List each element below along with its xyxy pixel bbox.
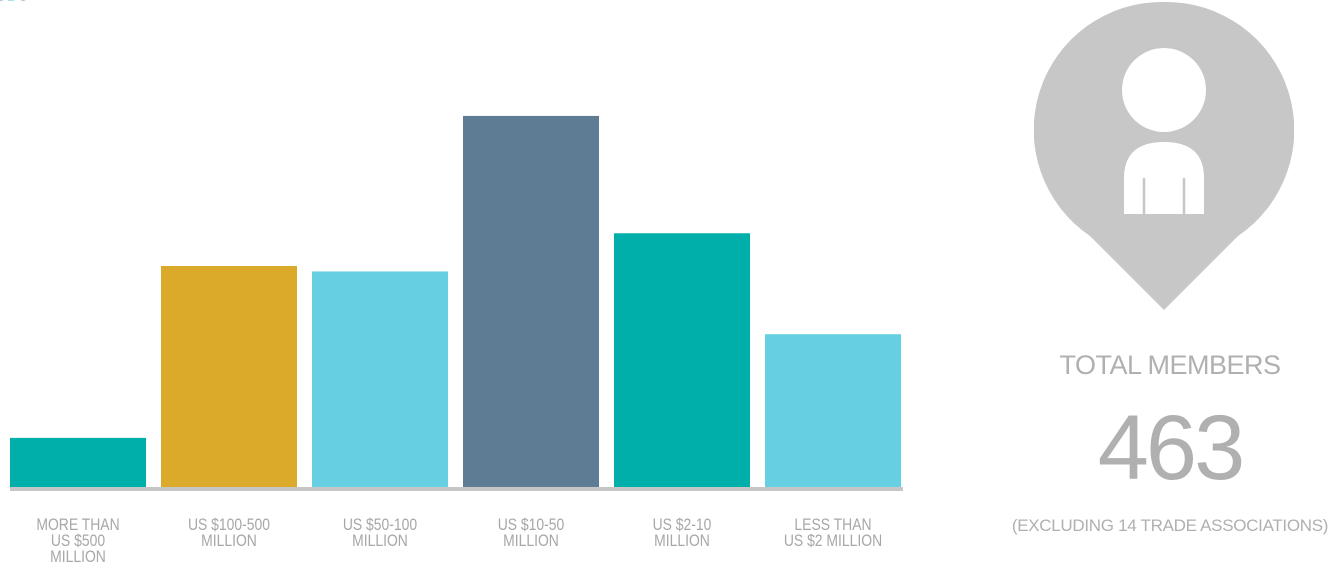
total-members-value: 463	[1097, 397, 1246, 499]
members-summary: TOTAL MEMBERS 463 (EXCLUDING 14 TRADE AS…	[1010, 0, 1330, 584]
person-body	[1124, 142, 1204, 214]
bar-value-label: 18	[0, 0, 22, 13]
category-label-line: MORE THAN	[36, 516, 119, 535]
category-label: US $50-100 MILLION	[343, 516, 418, 551]
bar-value-label: 136	[0, 0, 34, 13]
category-label-line: LESS THAN	[794, 516, 871, 535]
category-label-line: MILLION	[654, 532, 710, 551]
bar-value-label: 93	[0, 0, 22, 13]
bar	[765, 334, 901, 487]
category-label-line: US $100-500	[188, 516, 270, 535]
value-labels-group: 1881791369356	[0, 0, 34, 13]
category-label-line: MILLION	[201, 532, 257, 551]
category-label: MORE THAN US $500 MILLION	[36, 516, 119, 567]
bar	[463, 115, 599, 487]
bar	[161, 265, 297, 487]
bar	[614, 233, 750, 487]
category-label-line: US $500	[51, 532, 106, 551]
person-head	[1122, 48, 1206, 132]
category-label-line: US $50-100	[343, 516, 418, 535]
category-label: LESS THAN US $2 MILLION	[784, 516, 882, 551]
bar	[10, 437, 146, 487]
category-label-line: MILLION	[352, 532, 408, 551]
category-label-line: MILLION	[503, 532, 559, 551]
member-pin-icon	[1034, 1, 1294, 310]
bar-value-label: 81	[0, 0, 22, 13]
category-label-line: MILLION	[50, 548, 106, 567]
category-label: US $2-10 MILLION	[653, 516, 712, 551]
category-label-line: US $10-50	[498, 516, 565, 535]
total-members-note: (EXCLUDING 14 TRADE ASSOCIATIONS)	[1011, 516, 1329, 535]
bars-group	[10, 115, 901, 487]
bar-value-label: 79	[0, 0, 22, 13]
category-label: US $100-500 MILLION	[188, 516, 270, 551]
category-label: US $10-50 MILLION	[498, 516, 565, 551]
total-members-label: TOTAL MEMBERS	[1059, 350, 1281, 380]
bar	[312, 271, 448, 487]
category-label-line: US $2 MILLION	[784, 532, 882, 551]
category-label-line: US $2-10	[653, 516, 712, 535]
bar-value-label: 56	[0, 0, 22, 13]
